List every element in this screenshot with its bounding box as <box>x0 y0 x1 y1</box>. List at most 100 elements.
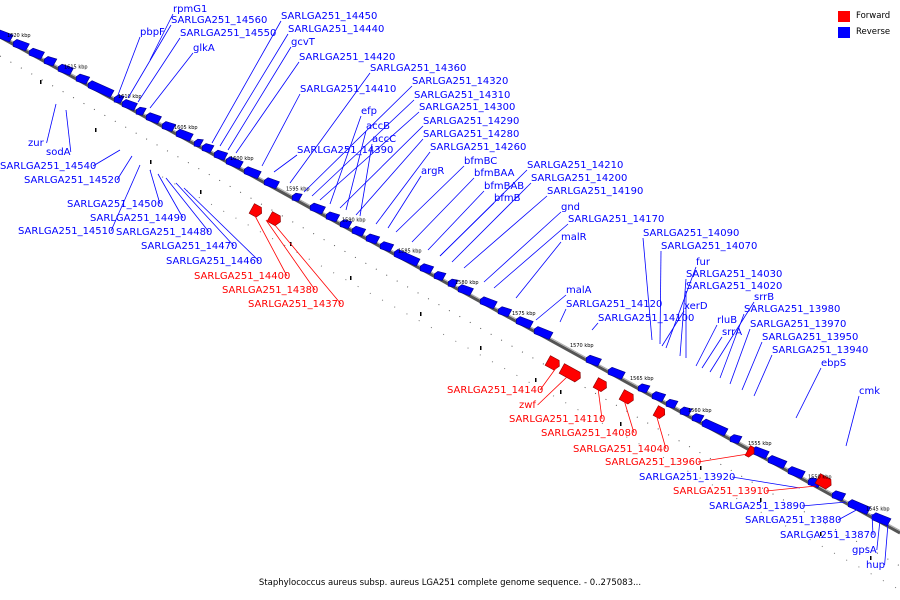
reverse-gene-block <box>729 434 743 444</box>
gene-label: SARLGA251_14030 <box>686 269 782 280</box>
gene-label: malA <box>566 285 592 296</box>
gene-connector <box>127 24 172 99</box>
feature-mark <box>620 422 622 426</box>
gene-connector <box>387 175 422 229</box>
gene-label: hup <box>866 560 885 571</box>
tick-label: 1550 kbp <box>808 474 832 480</box>
reverse-gene-block <box>787 466 806 479</box>
gene-connector <box>303 85 413 193</box>
feature-mark <box>350 276 352 280</box>
feature-mark <box>820 532 822 536</box>
gene-connector <box>149 52 194 109</box>
gene-label: SARLGA251_13890 <box>709 501 805 512</box>
tick-label: 1545 kbp <box>866 506 890 512</box>
gene-connector <box>427 190 485 251</box>
gene-connector <box>157 173 184 219</box>
reverse-gene-block <box>419 263 435 275</box>
gene-label: SARLGA251_14390 <box>297 145 393 156</box>
forward-gene-block <box>592 377 607 392</box>
feature-mark <box>870 556 872 560</box>
reverse-gene-block <box>309 202 326 215</box>
gene-connector <box>273 223 342 305</box>
gene-label: ebpS <box>821 358 846 369</box>
feature-mark <box>150 160 152 164</box>
gene-label: SARLGA251_14490 <box>90 213 186 224</box>
gene-label: SARLGA251_14120 <box>566 299 662 310</box>
gene-label: SARLGA251_14540 <box>0 161 96 172</box>
gene-connector <box>795 367 822 419</box>
gene-connector <box>359 143 373 217</box>
label-connectors <box>46 13 889 566</box>
gene-label: SARLGA251_14110 <box>509 414 605 425</box>
legend-forward: Forward <box>838 8 890 24</box>
legend-forward-label: Forward <box>856 11 891 21</box>
gene-connector <box>591 322 599 331</box>
reverse-gene-block <box>379 241 395 253</box>
gene-connector <box>345 130 367 211</box>
reverse-gene-block <box>393 248 421 267</box>
gene-label: rpmG1 <box>173 4 207 15</box>
gene-connector <box>235 61 300 154</box>
gene-label: pbpF <box>140 27 165 38</box>
tick-label: 1590 kbp <box>342 217 366 223</box>
tick-label: 1570 kbp <box>570 343 594 349</box>
gene-label: bfmBAB <box>484 181 524 192</box>
feature-mark <box>480 346 482 350</box>
gene-connector <box>375 151 431 225</box>
gene-connector <box>801 501 847 507</box>
gene-connector <box>741 341 763 391</box>
gene-label: SARLGA251_14020 <box>686 281 782 292</box>
tick-label: 1595 kbp <box>286 187 310 193</box>
gene-connector <box>535 294 567 321</box>
gene-label: SARLGA251_14480 <box>116 227 212 238</box>
feature-mark <box>700 466 702 470</box>
gene-connector <box>311 99 415 197</box>
gene-label: xerD <box>684 301 708 312</box>
gene-connector <box>837 507 861 521</box>
gene-connector <box>451 182 532 263</box>
tick-label: 1560 kbp <box>688 408 712 414</box>
reverse-gene-block <box>193 138 204 148</box>
gene-label: bfmB <box>494 193 521 204</box>
strand-legend: Forward Reverse <box>838 8 890 40</box>
gene-connector <box>665 266 697 349</box>
gene-label: accB <box>366 121 390 132</box>
gene-connector <box>559 308 567 323</box>
reverse-gene-block <box>225 156 244 170</box>
tick-label: 1585 kbp <box>398 248 422 254</box>
backbone-ticks: 1620 kbp 1615 kbp 1610 kbp 1605 kbp 1600 kbp… <box>7 33 890 512</box>
gene-label: gnd <box>561 202 580 213</box>
gene-connector <box>65 109 72 153</box>
reverse-gene-block <box>767 455 788 469</box>
gene-label: bfmBAA <box>474 168 515 179</box>
gene-label: SARLGA251_14320 <box>412 76 508 87</box>
gene-label: gcvT <box>291 37 316 48</box>
gene-label: SARLGA251_14500 <box>67 199 163 210</box>
gene-label: SARLGA251_13880 <box>745 515 841 526</box>
gene-connector <box>149 13 174 61</box>
gene-label: SARLGA251_13870 <box>780 530 876 541</box>
gene-label: SARLGA251_13920 <box>639 472 735 483</box>
reverse-gene-block <box>637 383 651 394</box>
reverse-gene-block <box>651 391 667 402</box>
reverse-gene-block <box>365 233 381 245</box>
gene-label: SARLGA251_14520 <box>24 175 120 186</box>
gene-connector <box>884 523 889 566</box>
gene-label: SARLGA251_14410 <box>300 84 396 95</box>
feature-mark <box>200 190 202 194</box>
reverse-gene-block <box>113 94 125 104</box>
gene-label: srrB <box>754 292 774 303</box>
gene-connector <box>46 103 57 144</box>
gene-label: SARLGA251_13910 <box>673 486 769 497</box>
gene-connector <box>211 20 282 144</box>
gene-label: SARLGA251_14400 <box>194 271 290 282</box>
gene-connector <box>355 138 424 216</box>
tick-label: 1580 kbp <box>455 280 479 286</box>
gene-connector <box>483 211 562 283</box>
gene-label: malR <box>561 232 587 243</box>
gene-label: SARLGA251_14440 <box>288 24 384 35</box>
feature-mark <box>535 378 537 382</box>
reverse-gene-block <box>665 398 679 409</box>
forward-gene-block <box>266 211 281 226</box>
gene-label: SARLGA251_13940 <box>772 345 868 356</box>
